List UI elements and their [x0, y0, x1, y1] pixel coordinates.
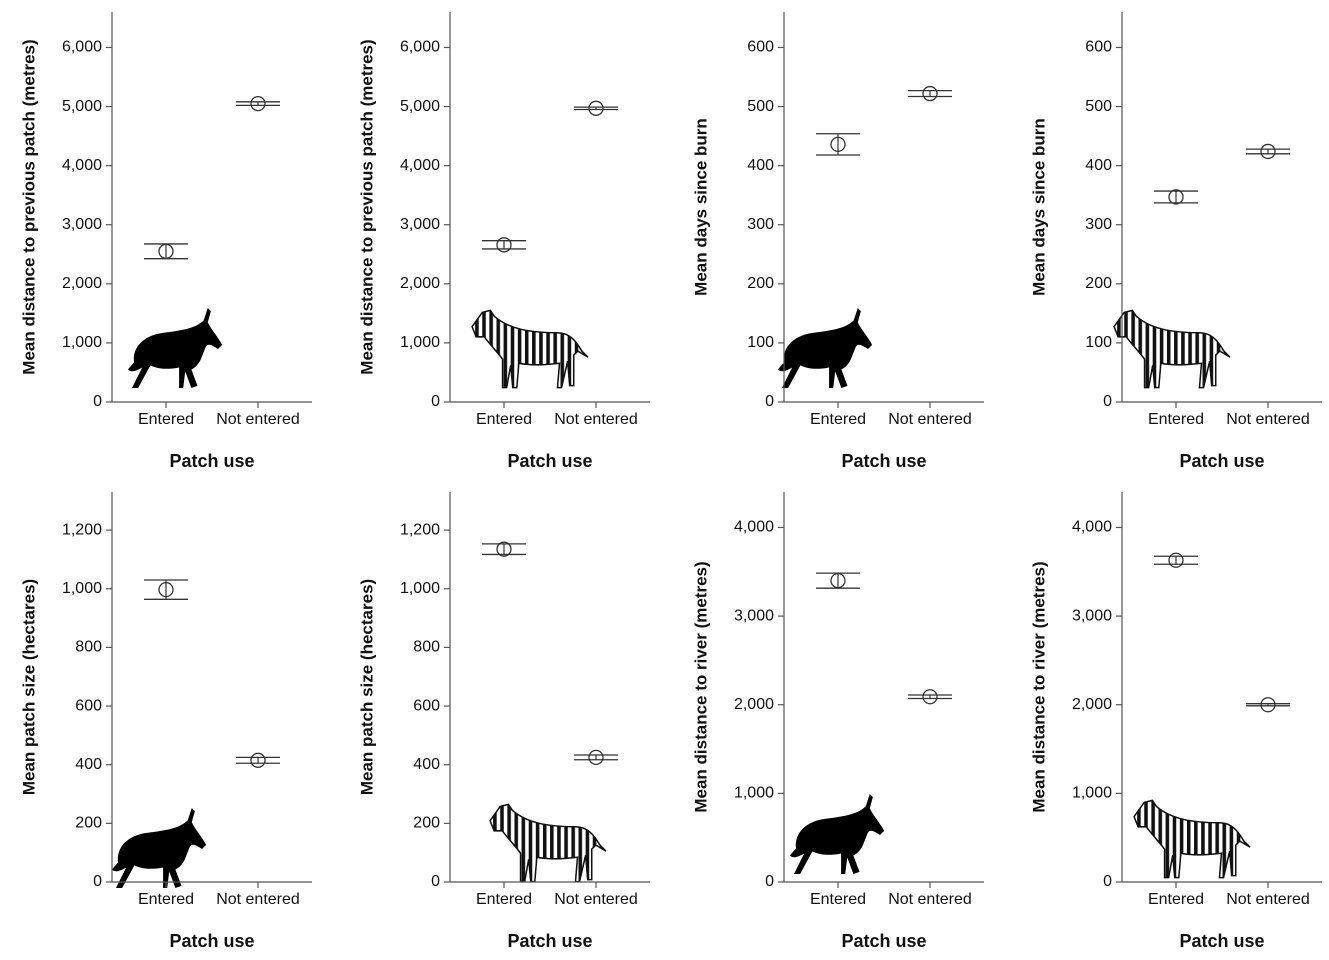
- y-tick-label: 500: [1085, 98, 1112, 115]
- y-tick-label: 2,000: [734, 696, 774, 713]
- y-tick-label: 300: [1085, 216, 1112, 233]
- y-tick-label: 0: [431, 393, 440, 410]
- y-tick-label: 3,000: [400, 216, 440, 233]
- y-axis-label: Mean patch size (hectares): [19, 579, 38, 795]
- y-tick-label: 1,000: [734, 785, 774, 802]
- x-tick-label: Entered: [810, 411, 866, 428]
- y-tick-label: 3,000: [1072, 607, 1112, 624]
- x-axis-label: Patch use: [1179, 931, 1264, 951]
- y-tick-label: 4,000: [62, 157, 102, 174]
- y-tick-label: 0: [1103, 873, 1112, 890]
- x-axis-label: Patch use: [1179, 451, 1264, 471]
- y-tick-label: 800: [413, 639, 440, 656]
- panel: 0 200 400 600 800 1,000 1,200 Entered Not entere…: [0, 480, 332, 960]
- y-tick-label: 200: [413, 815, 440, 832]
- panel: 0 200 400 600 800 1,000 1,200 Entered Not entere…: [338, 480, 670, 960]
- x-axis-label: Patch use: [169, 451, 254, 471]
- y-tick-label: 1,000: [62, 580, 102, 597]
- y-tick-label: 6,000: [62, 39, 102, 56]
- y-tick-label: 2,000: [62, 275, 102, 292]
- x-tick-label: Entered: [476, 891, 532, 908]
- x-tick-label: Entered: [810, 891, 866, 908]
- panel: 0 1,000 2,000 3,000 4,000 Entered Not entered P…: [1010, 480, 1329, 960]
- y-axis-label: Mean distance to river (metres): [1029, 561, 1048, 812]
- x-tick-label: Not entered: [888, 891, 972, 908]
- y-tick-label: 4,000: [734, 519, 774, 536]
- y-axis-label: Mean days since burn: [691, 118, 710, 296]
- y-tick-label: 1,000: [400, 580, 440, 597]
- x-axis-label: Patch use: [507, 931, 592, 951]
- panel: 0 1,000 2,000 3,000 4,000 5,000 6,000 Entered No…: [338, 0, 670, 480]
- x-tick-label: Entered: [138, 891, 194, 908]
- y-tick-label: 1,000: [1072, 785, 1112, 802]
- x-tick-label: Not entered: [554, 411, 638, 428]
- y-tick-label: 0: [765, 393, 774, 410]
- y-tick-label: 200: [75, 815, 102, 832]
- y-tick-label: 4,000: [400, 157, 440, 174]
- y-tick-label: 500: [747, 98, 774, 115]
- x-tick-label: Entered: [1148, 891, 1204, 908]
- y-tick-label: 600: [413, 697, 440, 714]
- y-tick-label: 0: [93, 873, 102, 890]
- y-tick-label: 0: [1103, 393, 1112, 410]
- y-tick-label: 400: [75, 756, 102, 773]
- x-tick-label: Not entered: [888, 411, 972, 428]
- y-tick-label: 400: [747, 157, 774, 174]
- y-tick-label: 100: [1085, 334, 1112, 351]
- x-tick-label: Not entered: [216, 891, 300, 908]
- y-tick-label: 5,000: [62, 98, 102, 115]
- y-tick-label: 1,000: [62, 334, 102, 351]
- y-tick-label: 4,000: [1072, 519, 1112, 536]
- y-tick-label: 600: [1085, 39, 1112, 56]
- x-axis-label: Patch use: [169, 931, 254, 951]
- y-tick-label: 5,000: [400, 98, 440, 115]
- y-tick-label: 0: [93, 393, 102, 410]
- panel: 0 100 200 300 400 500 600 Entered Not entered Pat…: [1010, 0, 1329, 480]
- y-tick-label: 2,000: [400, 275, 440, 292]
- panel: 0 1,000 2,000 3,000 4,000 5,000 6,000 Entered No…: [0, 0, 332, 480]
- y-tick-label: 800: [75, 639, 102, 656]
- x-tick-label: Entered: [138, 411, 194, 428]
- x-tick-label: Entered: [476, 411, 532, 428]
- y-tick-label: 600: [747, 39, 774, 56]
- y-axis-label: Mean days since burn: [1029, 118, 1048, 296]
- x-tick-label: Not entered: [216, 411, 300, 428]
- y-tick-label: 6,000: [400, 39, 440, 56]
- y-axis-label: Mean distance to river (metres): [691, 561, 710, 812]
- y-tick-label: 100: [747, 334, 774, 351]
- x-tick-label: Entered: [1148, 411, 1204, 428]
- y-tick-label: 300: [747, 216, 774, 233]
- y-tick-label: 200: [747, 275, 774, 292]
- x-tick-label: Not entered: [554, 891, 638, 908]
- y-tick-label: 1,200: [62, 521, 102, 538]
- y-axis-label: Mean distance to previous patch (metres): [19, 39, 38, 374]
- y-tick-label: 1,200: [400, 521, 440, 538]
- y-tick-label: 3,000: [62, 216, 102, 233]
- y-axis-label: Mean distance to previous patch (metres): [357, 39, 376, 374]
- x-tick-label: Not entered: [1226, 891, 1310, 908]
- x-tick-label: Not entered: [1226, 411, 1310, 428]
- x-axis-label: Patch use: [841, 931, 926, 951]
- y-tick-label: 400: [413, 756, 440, 773]
- x-axis-label: Patch use: [507, 451, 592, 471]
- y-axis-label: Mean patch size (hectares): [357, 579, 376, 795]
- y-tick-label: 200: [1085, 275, 1112, 292]
- y-tick-label: 600: [75, 697, 102, 714]
- y-tick-label: 400: [1085, 157, 1112, 174]
- panel: 0 1,000 2,000 3,000 4,000 Entered Not entered P…: [672, 480, 1004, 960]
- y-tick-label: 0: [431, 873, 440, 890]
- y-tick-label: 2,000: [1072, 696, 1112, 713]
- panel: 0 100 200 300 400 500 600 Entered Not entered Pat…: [672, 0, 1004, 480]
- y-tick-label: 0: [765, 873, 774, 890]
- figure: 0 1,000 2,000 3,000 4,000 5,000 6,000 Entered No…: [0, 0, 1329, 960]
- y-tick-label: 1,000: [400, 334, 440, 351]
- x-axis-label: Patch use: [841, 451, 926, 471]
- y-tick-label: 3,000: [734, 607, 774, 624]
